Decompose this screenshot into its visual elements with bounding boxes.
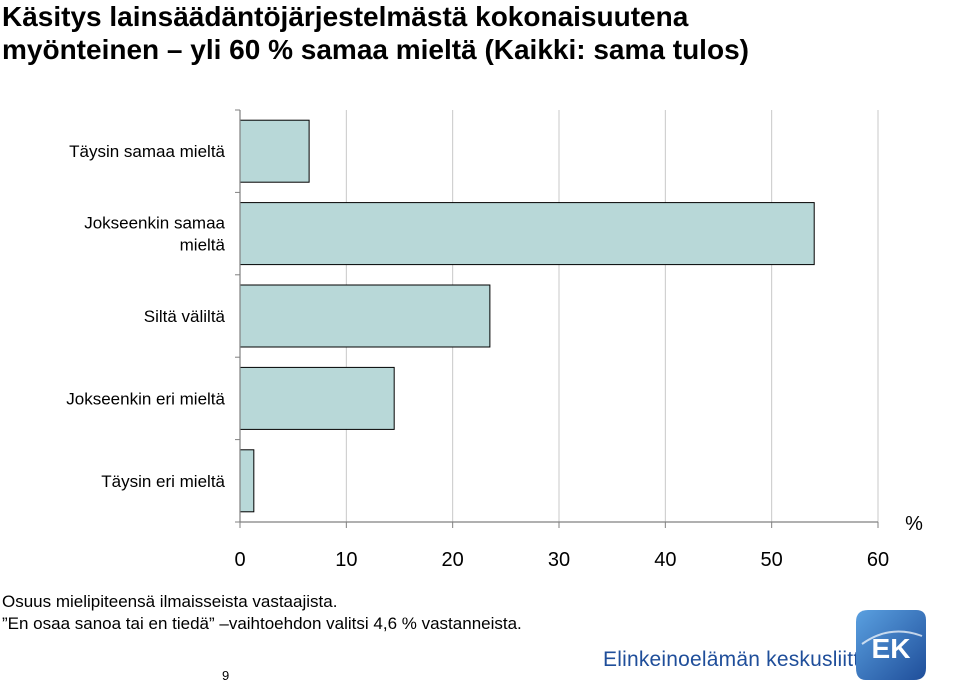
svg-text:EK: EK (872, 633, 911, 664)
title-line-1: Käsitys lainsäädäntöjärjestelmästä kokon… (2, 1, 689, 32)
category-label-0: Täysin samaa mieltä (69, 142, 225, 161)
brand-name: Elinkeinoelämän keskusliitto (603, 648, 872, 671)
x-axis-label: % (905, 513, 923, 535)
bar-2 (239, 284, 491, 348)
page-number: 9 (222, 668, 230, 683)
page-title: Käsitys lainsäädäntöjärjestelmästä kokon… (2, 0, 957, 66)
footnote-share: Osuus mielipiteensä ilmaisseista vastaaj… (2, 592, 338, 611)
category-label-4: Täysin eri mieltä (101, 472, 225, 491)
x-tick-label-2: 20 (442, 549, 464, 571)
bar-1 (239, 202, 815, 266)
category-label-2: Siltä väliltä (144, 307, 226, 326)
x-tick-label-3: 30 (548, 549, 570, 571)
x-tick-label-6: 60 (867, 549, 889, 571)
ek-logo-icon: EK (856, 610, 926, 680)
x-tick-label-0: 0 (234, 549, 245, 571)
category-label-1: Jokseenkin samaa mieltä (84, 214, 225, 255)
bar-4 (239, 449, 255, 513)
x-tick-label-4: 40 (654, 549, 676, 571)
x-tick-label-5: 50 (761, 549, 783, 571)
title-line-2: myönteinen – yli 60 % samaa mieltä (Kaik… (2, 34, 749, 65)
footnote-dont-know: ”En osaa sanoa tai en tiedä” –vaihtoehdo… (2, 614, 522, 633)
category-label-3: Jokseenkin eri mieltä (66, 389, 225, 408)
bar-3 (239, 366, 395, 430)
x-tick-label-1: 10 (335, 549, 357, 571)
bar-0 (239, 119, 310, 183)
